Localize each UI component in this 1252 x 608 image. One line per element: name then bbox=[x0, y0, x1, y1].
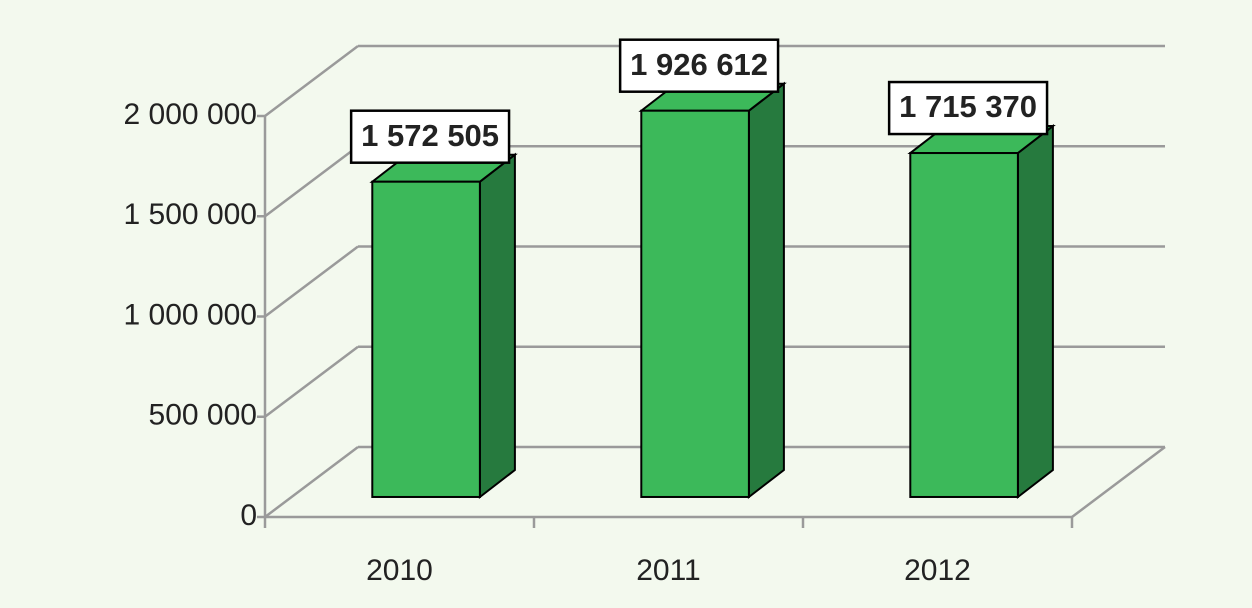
floor-right bbox=[1071, 446, 1166, 518]
grid-line bbox=[264, 245, 359, 318]
bar-side bbox=[478, 152, 516, 500]
value-label: 1 572 505 bbox=[361, 118, 499, 153]
bar bbox=[638, 81, 787, 500]
grid-line bbox=[264, 446, 359, 518]
bar bbox=[369, 152, 518, 500]
y-tick-label: 1 000 000 bbox=[124, 298, 257, 331]
bar bbox=[907, 124, 1056, 500]
value-label-box bbox=[618, 38, 780, 93]
value-label: 1 926 612 bbox=[630, 47, 768, 82]
x-tick-label: 2012 bbox=[904, 554, 971, 587]
bar-side bbox=[747, 81, 785, 500]
x-tick-label: 2010 bbox=[366, 554, 433, 587]
value-label-box bbox=[887, 80, 1049, 136]
x-tick-label: 2011 bbox=[636, 554, 701, 587]
grid-line bbox=[264, 145, 359, 218]
grid-line bbox=[264, 45, 359, 117]
grid-line bbox=[264, 345, 359, 418]
y-tick-label: 500 000 bbox=[149, 399, 257, 432]
bar-front bbox=[909, 152, 1019, 498]
bar-front bbox=[640, 109, 750, 498]
y-tick-label: 2 000 000 bbox=[124, 98, 257, 131]
value-label: 1 715 370 bbox=[899, 89, 1037, 124]
value-label-box bbox=[349, 109, 511, 164]
y-tick-label: 0 bbox=[240, 499, 257, 532]
bar-side bbox=[1016, 124, 1054, 500]
y-tick-label: 1 500 000 bbox=[124, 198, 257, 231]
bar-front bbox=[371, 180, 481, 498]
